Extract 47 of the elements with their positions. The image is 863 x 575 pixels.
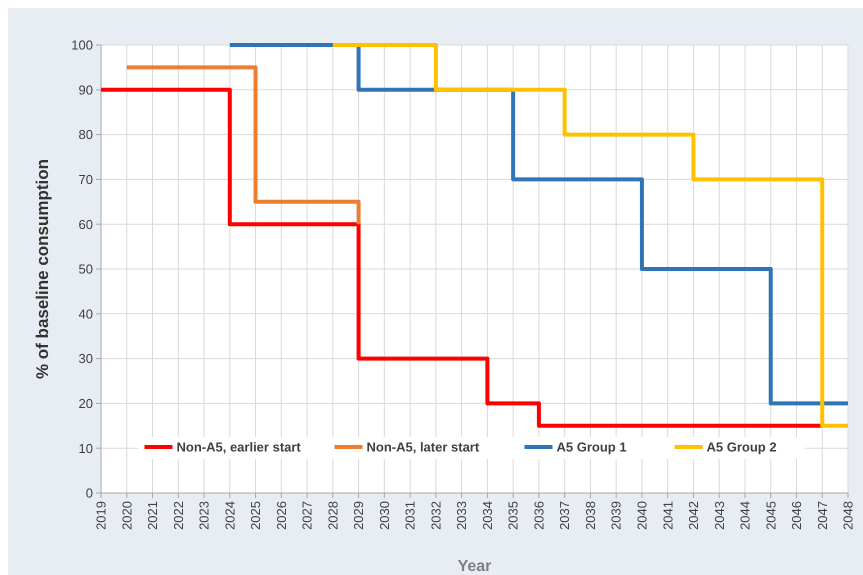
y-tick-label: 90 [78, 82, 93, 98]
x-tick-label: 2044 [738, 501, 753, 530]
x-tick-label: 2037 [557, 501, 572, 530]
legend-label: Non-A5, later start [366, 440, 480, 455]
x-tick-label: 2043 [712, 501, 727, 530]
x-tick-label: 2039 [608, 501, 624, 530]
x-tick-label: 2038 [582, 501, 598, 530]
x-tick-label: 2031 [402, 501, 418, 530]
x-tick-label: 2034 [480, 501, 495, 530]
x-tick-label: 2024 [222, 501, 238, 530]
x-tick-label: 2030 [376, 501, 392, 530]
y-tick-label: 20 [78, 396, 93, 411]
x-tick-label: 2028 [325, 501, 340, 530]
x-tick-label: 2032 [428, 501, 444, 530]
x-tick-label: 2033 [454, 501, 470, 530]
legend-label: A5 Group 1 [556, 440, 627, 455]
y-tick-label: 100 [71, 38, 93, 53]
y-tick-label: 50 [78, 262, 93, 277]
x-tick-label: 2026 [274, 501, 289, 530]
x-tick-label: 2035 [506, 501, 521, 530]
y-tick-label: 40 [78, 306, 93, 322]
x-axis-title: Year [458, 558, 492, 575]
x-tick-label: 2029 [351, 501, 366, 530]
x-tick-label: 2048 [840, 501, 856, 530]
x-tick-label: 2041 [660, 501, 676, 530]
x-tick-label: 2023 [196, 501, 212, 530]
y-tick-label: 60 [78, 216, 93, 232]
x-tick-label: 2021 [145, 501, 160, 530]
legend-label: Non-A5, earlier start [176, 440, 302, 455]
x-tick-label: 2042 [686, 501, 701, 530]
x-tick-label: 2020 [119, 501, 134, 530]
y-tick-label: 70 [78, 172, 93, 187]
y-axis-title: % of baseline consumption [33, 158, 52, 380]
x-tick-label: 2019 [94, 501, 109, 530]
x-tick-label: 2025 [248, 501, 264, 530]
legend-label: A5 Group 2 [706, 440, 777, 455]
x-tick-label: 2046 [789, 501, 804, 530]
y-tick-label: 10 [78, 440, 93, 456]
x-tick-label: 2047 [814, 501, 830, 530]
x-tick-label: 2022 [170, 501, 186, 530]
y-tick-label: 30 [78, 351, 93, 366]
x-tick-label: 2040 [634, 501, 650, 530]
y-tick-label: 80 [78, 127, 93, 142]
y-tick-label: 0 [86, 486, 93, 501]
x-tick-label: 2045 [763, 501, 778, 530]
x-tick-label: 2036 [531, 501, 546, 530]
x-tick-label: 2027 [300, 501, 315, 530]
